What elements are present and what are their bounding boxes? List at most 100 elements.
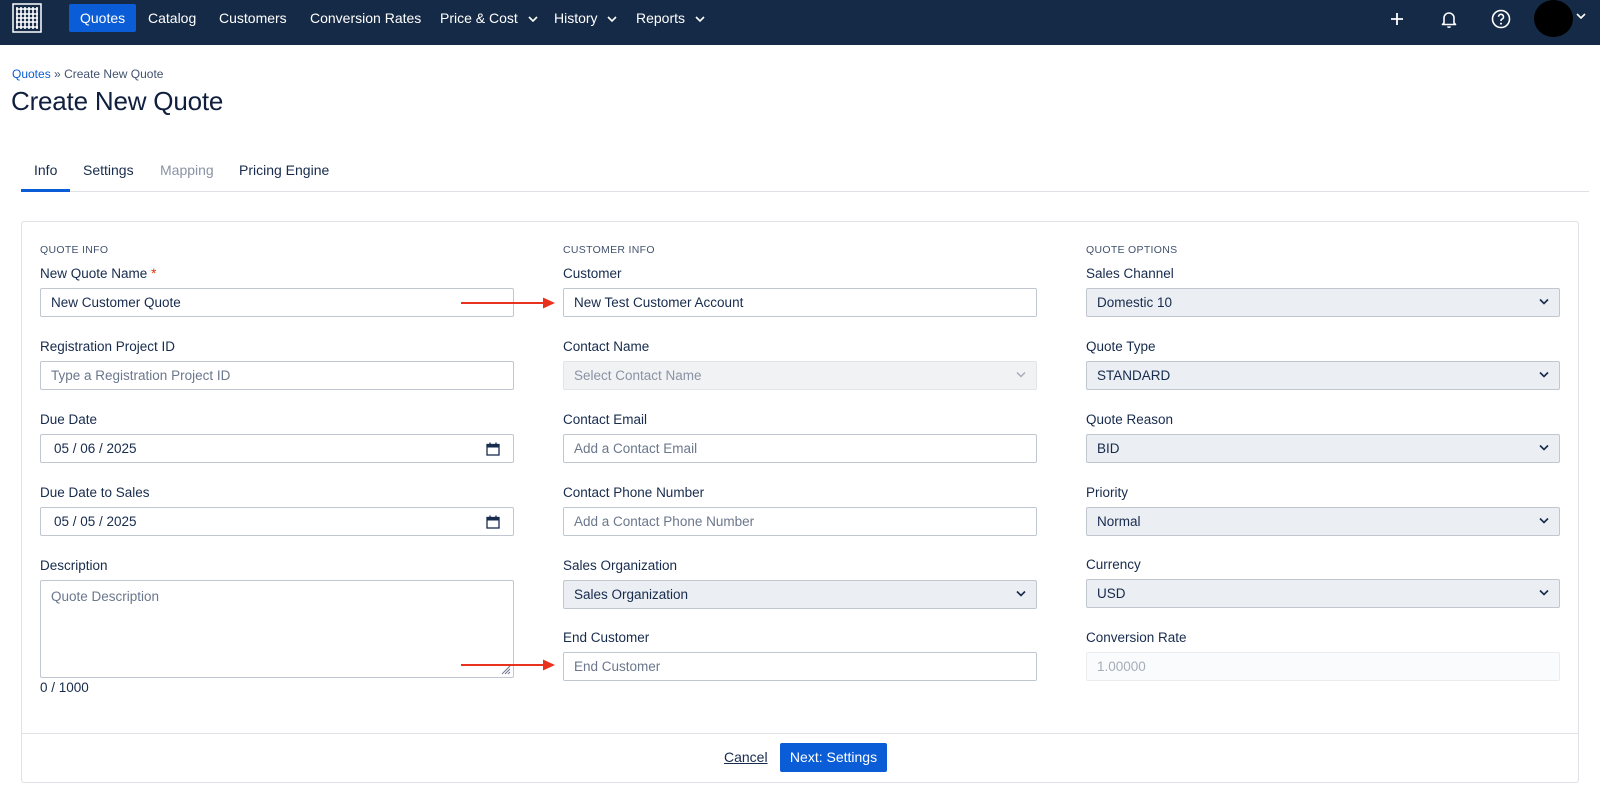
description-character-counter: 0 / 1000 — [40, 680, 89, 695]
avatar[interactable] — [1534, 0, 1573, 37]
annotation-arrow-icon — [461, 297, 555, 309]
tab-mapping: Mapping — [160, 162, 214, 178]
quote-reason-select[interactable]: BID — [1086, 434, 1560, 463]
breadcrumb-current: Create New Quote — [64, 67, 164, 81]
nav-item-label: History — [554, 10, 598, 26]
currency-label: Currency — [1086, 557, 1141, 572]
nav-item-label: Reports — [636, 10, 686, 26]
breadcrumb: Quotes » Create New Quote — [12, 67, 163, 81]
sales-organization-select[interactable]: Sales Organization — [563, 580, 1037, 609]
annotation-arrow-icon — [461, 659, 555, 671]
due-date-value: 05 / 06 / 2025 — [54, 441, 137, 456]
calendar-icon[interactable] — [486, 442, 500, 456]
description-textarea[interactable]: Quote Description — [40, 580, 514, 678]
quote-type-value: STANDARD — [1097, 368, 1171, 383]
currency-value: USD — [1097, 586, 1126, 601]
due-date-input[interactable]: 05 / 06 / 2025 — [40, 434, 514, 463]
description-placeholder: Quote Description — [51, 589, 160, 604]
sales-organization-value: Sales Organization — [574, 587, 689, 602]
calendar-icon[interactable] — [486, 515, 500, 529]
priority-value: Normal — [1097, 514, 1141, 529]
priority-select[interactable]: Normal — [1086, 507, 1560, 536]
cancel-button[interactable]: Cancel — [724, 749, 768, 765]
chevron-down-icon — [1539, 517, 1549, 524]
new-quote-name-input[interactable]: New Customer Quote — [40, 288, 514, 317]
sales-channel-select[interactable]: Domestic 10 — [1086, 288, 1560, 317]
conversion-rate-input: 1.00000 — [1086, 652, 1560, 681]
breadcrumb-separator: » — [54, 67, 61, 81]
tab-info[interactable]: Info — [34, 162, 58, 178]
contact-name-select: Select Contact Name — [563, 361, 1037, 390]
due-date-to-sales-input[interactable]: 05 / 05 / 2025 — [40, 507, 514, 536]
quote-form-card — [21, 221, 1579, 783]
breadcrumb-link-quotes[interactable]: Quotes — [12, 67, 51, 81]
contact-phone-label: Contact Phone Number — [563, 485, 705, 500]
conversion-rate-label: Conversion Rate — [1086, 630, 1187, 645]
nav-item-reports[interactable]: Reports — [636, 0, 705, 33]
chevron-down-icon[interactable] — [1576, 13, 1586, 19]
due-date-label: Due Date — [40, 412, 98, 427]
plus-icon[interactable] — [1386, 8, 1408, 30]
chevron-down-icon — [1539, 444, 1549, 451]
customer-label: Customer — [563, 266, 622, 281]
nav-item-label: Quotes — [80, 10, 126, 26]
chevron-down-icon — [1016, 590, 1026, 597]
contact-email-label: Contact Email — [563, 412, 648, 427]
nav-item-history[interactable]: History — [554, 0, 618, 33]
contact-name-placeholder: Select Contact Name — [574, 368, 702, 383]
quote-info-section-title: QUOTE INFO — [40, 244, 109, 256]
chevron-down-icon — [1016, 371, 1026, 378]
registration-project-id-label: Registration Project ID — [40, 339, 176, 354]
chevron-down-icon — [1539, 589, 1549, 596]
sales-channel-label: Sales Channel — [1086, 266, 1174, 281]
nav-item-catalog[interactable]: Catalog — [148, 0, 196, 33]
nav-item-label: Catalog — [148, 10, 197, 26]
help-icon[interactable] — [1490, 8, 1512, 30]
chevron-down-icon — [528, 16, 538, 23]
description-label: Description — [40, 558, 108, 573]
quote-reason-label: Quote Reason — [1086, 412, 1174, 427]
top-nav-bar: Quotes Catalog Customers Conversion Rate… — [0, 0, 1600, 45]
card-footer-divider — [21, 733, 1579, 734]
sales-channel-value: Domestic 10 — [1097, 295, 1173, 310]
quote-reason-value: BID — [1097, 441, 1120, 456]
tab-pricing-engine[interactable]: Pricing Engine — [239, 162, 330, 178]
end-customer-input[interactable]: End Customer — [563, 652, 1037, 681]
bell-icon[interactable] — [1438, 8, 1460, 30]
nav-item-conversion-rates[interactable]: Conversion Rates — [310, 0, 421, 33]
field-label-text: New Quote Name — [40, 266, 148, 281]
currency-select[interactable]: USD — [1086, 579, 1560, 608]
tab-settings[interactable]: Settings — [83, 162, 134, 178]
next-settings-button[interactable]: Next: Settings — [780, 743, 887, 772]
due-date-to-sales-label: Due Date to Sales — [40, 485, 150, 500]
page-title: Create New Quote — [11, 86, 224, 116]
due-date-to-sales-value: 05 / 05 / 2025 — [54, 514, 137, 529]
nav-item-label: Customers — [219, 10, 287, 26]
new-quote-name-label: New Quote Name * — [40, 266, 156, 281]
chevron-down-icon — [695, 16, 705, 23]
tab-bar: Info Settings Mapping Pricing Engine — [21, 150, 1589, 192]
chevron-down-icon — [1539, 371, 1549, 378]
nav-item-customers[interactable]: Customers — [219, 0, 287, 33]
chevron-down-icon — [1539, 298, 1549, 305]
active-tab-indicator — [21, 189, 70, 192]
required-marker: * — [151, 266, 157, 281]
grid-logo-icon[interactable] — [12, 3, 42, 33]
customer-info-section-title: CUSTOMER INFO — [563, 244, 655, 256]
contact-name-label: Contact Name — [563, 339, 650, 354]
contact-email-input[interactable]: Add a Contact Email — [563, 434, 1037, 463]
resize-handle-icon[interactable] — [499, 663, 511, 675]
nav-item-price-cost[interactable]: Price & Cost — [440, 0, 538, 33]
quote-options-section-title: QUOTE OPTIONS — [1086, 244, 1178, 256]
quote-type-label: Quote Type — [1086, 339, 1156, 354]
nav-item-label: Price & Cost — [440, 10, 518, 26]
quote-type-select[interactable]: STANDARD — [1086, 361, 1560, 390]
priority-label: Priority — [1086, 485, 1129, 500]
registration-project-id-input[interactable]: Type a Registration Project ID — [40, 361, 514, 390]
nav-item-label: Conversion Rates — [310, 10, 422, 26]
contact-phone-input[interactable]: Add a Contact Phone Number — [563, 507, 1037, 536]
end-customer-label: End Customer — [563, 630, 650, 645]
nav-item-quotes[interactable]: Quotes — [69, 4, 137, 32]
sales-organization-label: Sales Organization — [563, 558, 678, 573]
customer-input[interactable]: New Test Customer Account — [563, 288, 1037, 317]
